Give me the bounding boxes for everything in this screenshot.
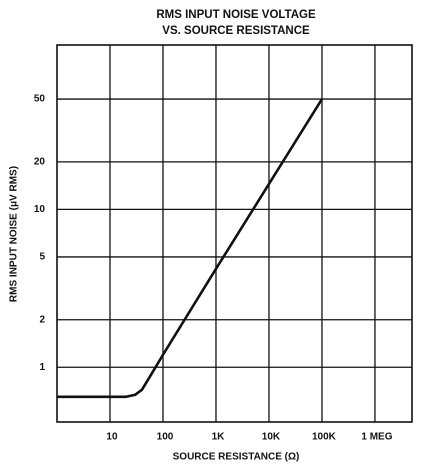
plot-frame (56, 44, 413, 423)
chart-title: VS. SOURCE RESISTANCE (162, 25, 310, 37)
x-tick-label: 100 (157, 432, 174, 443)
x-tick-label: 100K (312, 432, 337, 443)
y-tick-label: 5 (39, 252, 45, 263)
data-line (57, 98, 324, 399)
x-tick-label: 10 (106, 432, 118, 443)
y-axis-label: RMS INPUT NOISE (μV RMS) (9, 166, 20, 302)
x-tick-label: 1 MEG (361, 432, 392, 443)
x-tick-label: 1K (212, 432, 226, 443)
chart-title: RMS INPUT NOISE VOLTAGE (156, 9, 316, 21)
x-tick-label: 10K (262, 432, 281, 443)
y-tick-label: 1 (39, 362, 45, 373)
x-axis-label: SOURCE RESISTANCE (Ω) (173, 452, 300, 463)
y-tick-label: 50 (34, 94, 46, 105)
y-tick-label: 20 (34, 157, 46, 168)
y-tick-label: 10 (34, 204, 46, 215)
y-tick-label: 2 (39, 314, 45, 325)
